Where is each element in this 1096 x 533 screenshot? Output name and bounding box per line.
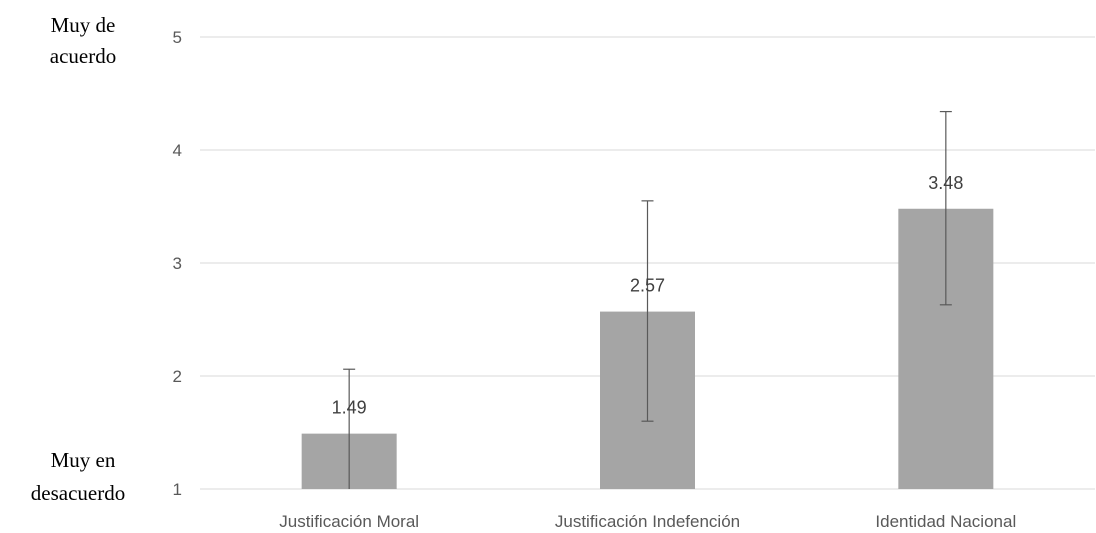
error-bar-1 xyxy=(343,368,356,489)
error-bar-2 xyxy=(641,200,654,422)
y-tick-label: 2 xyxy=(173,367,182,386)
y-anchor-top-line2: acuerdo xyxy=(50,44,116,68)
y-anchor-top-line1: Muy de xyxy=(51,13,116,37)
x-axis-labels: Justificación Moral Justificación Indefen… xyxy=(279,512,1016,531)
y-tick-label: 4 xyxy=(173,141,182,160)
error-bar-3 xyxy=(939,110,952,306)
y-tick-label: 3 xyxy=(173,254,182,273)
bars xyxy=(301,208,994,489)
y-axis-ticks: 1 2 3 4 5 xyxy=(173,28,182,499)
y-tick-label: 1 xyxy=(173,480,182,499)
error-bars xyxy=(343,110,952,489)
y-tick-label: 5 xyxy=(173,28,182,47)
y-anchor-bottom-line1: Muy en xyxy=(51,448,116,472)
data-label-2: 2.57 xyxy=(630,276,665,296)
data-labels: 1.49 2.57 3.48 xyxy=(332,173,964,418)
x-category-label: Justificación Indefención xyxy=(555,512,740,531)
x-category-label: Justificación Moral xyxy=(279,512,419,531)
data-label-1: 1.49 xyxy=(332,398,367,418)
data-label-3: 3.48 xyxy=(928,173,963,193)
y-anchor-bottom-line2: desacuerdo xyxy=(31,481,125,505)
x-category-label: Identidad Nacional xyxy=(875,512,1016,531)
